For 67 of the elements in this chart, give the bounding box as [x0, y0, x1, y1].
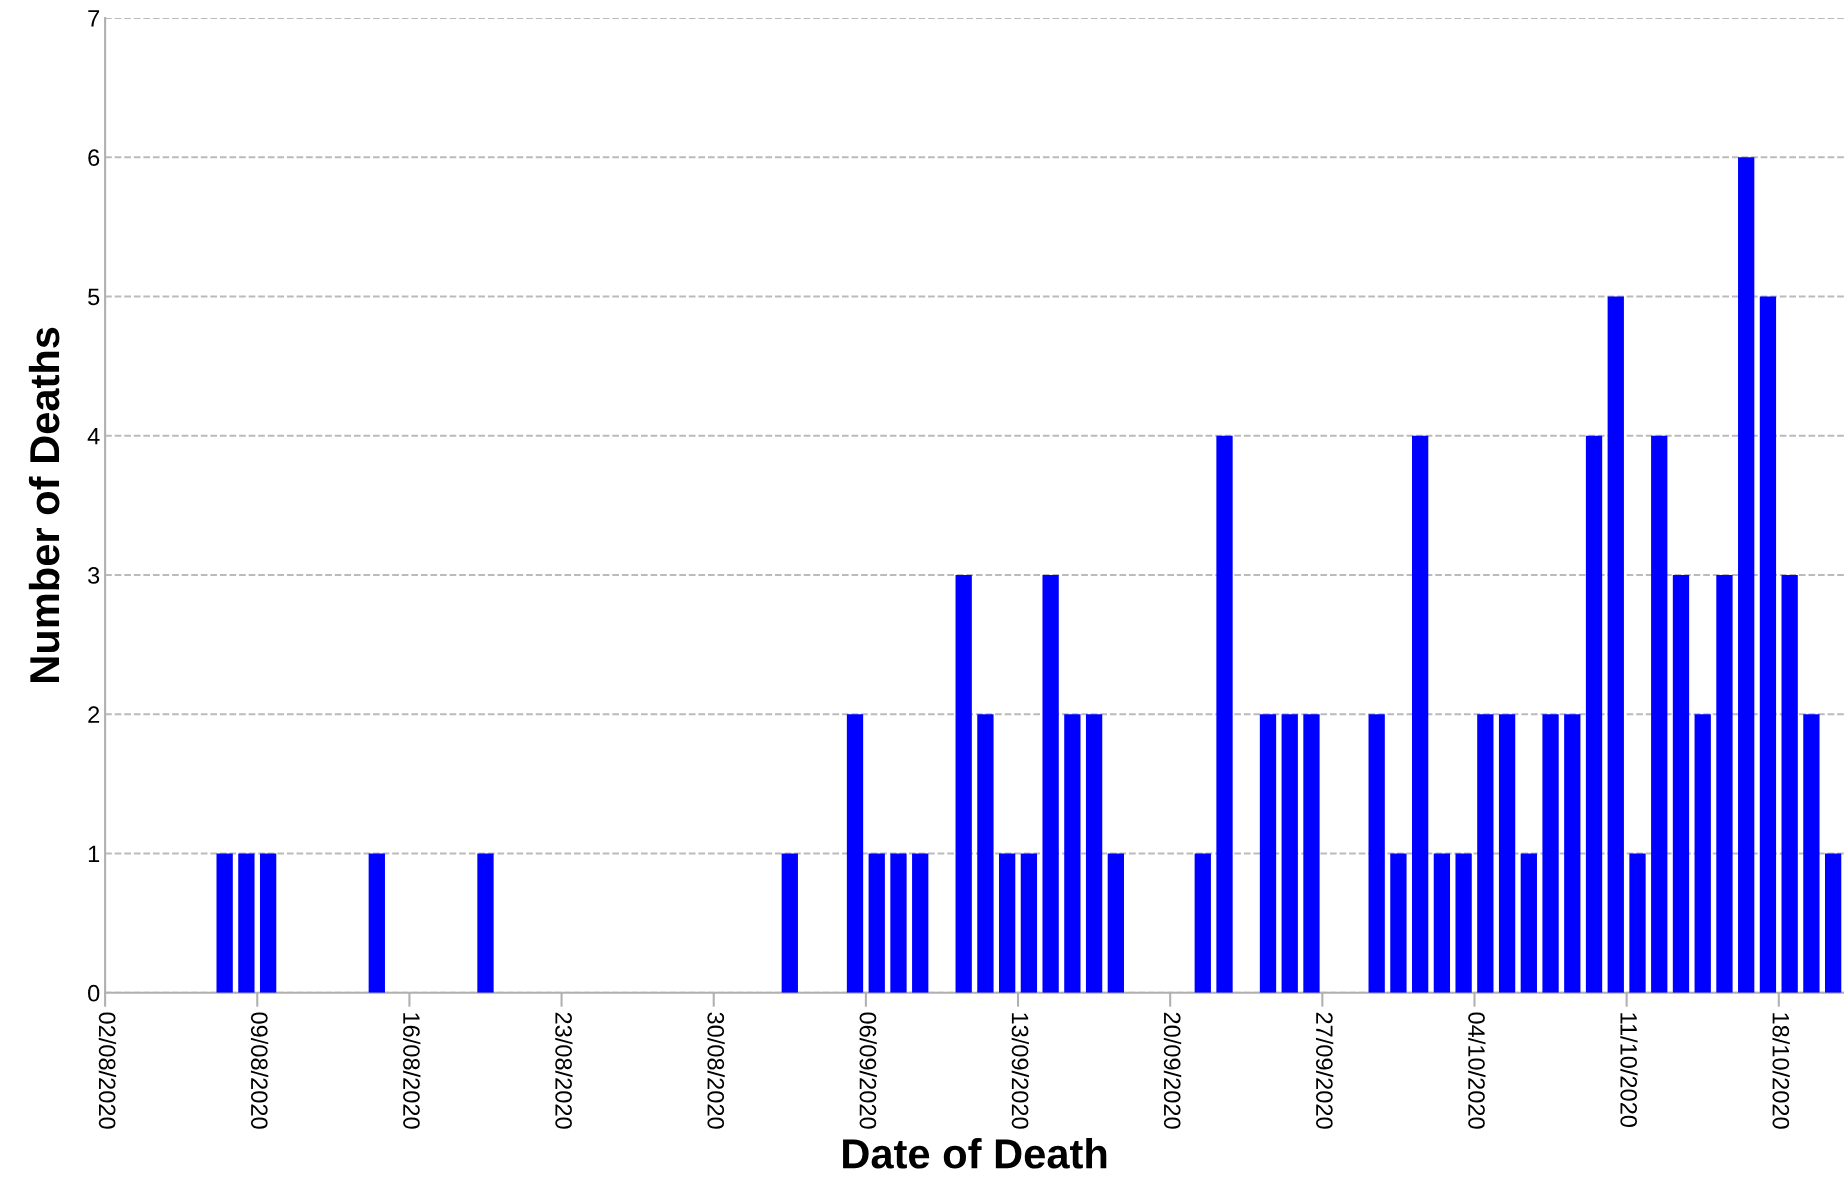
bar: [846, 714, 864, 993]
bar: [1411, 435, 1429, 993]
bar: [1477, 714, 1494, 993]
bar: [1194, 853, 1211, 993]
y-tick-label: 6: [88, 149, 100, 167]
x-axis-title: Date of Death: [843, 1138, 1107, 1169]
x-tick-label: 09/08/2020: [250, 1012, 269, 1129]
x-tick-label: 13/09/2020: [1011, 1013, 1030, 1129]
bar: [999, 853, 1016, 993]
x-tick-label: 06/09/2020: [859, 1012, 877, 1129]
bar: [1259, 714, 1277, 993]
bar: [1020, 853, 1038, 993]
y-axis-title: Number of Deaths: [28, 327, 60, 683]
bar: [1759, 296, 1777, 993]
y-tick-label: 4: [87, 428, 100, 445]
bar: [238, 853, 255, 993]
bar: [1694, 714, 1711, 993]
bar: [1042, 575, 1059, 993]
bar: [1716, 575, 1733, 993]
y-tick-label: 3: [88, 567, 100, 584]
bar: [216, 853, 233, 993]
bar: [1085, 714, 1103, 993]
bar: [1303, 714, 1320, 993]
bar: [955, 575, 972, 993]
y-tick-label: 0: [88, 984, 100, 1002]
bar: [1824, 853, 1842, 993]
bar: [1498, 714, 1516, 993]
x-tick-label: 16/08/2020: [403, 1013, 421, 1129]
bar: [1064, 714, 1081, 993]
bar: [477, 853, 494, 993]
bar: [1281, 714, 1298, 993]
bar: [259, 853, 277, 993]
bar: [890, 853, 907, 993]
bar: [1651, 435, 1668, 993]
x-tick-label: 18/10/2020: [1772, 1013, 1790, 1129]
bar: [1520, 853, 1537, 993]
x-tick-label: 30/08/2020: [707, 1012, 725, 1129]
bar: [1585, 435, 1603, 993]
y-tick-label: 5: [88, 288, 100, 306]
bar: [368, 853, 385, 993]
bar: [781, 853, 798, 993]
bar: [1629, 853, 1646, 993]
x-tick-label: 20/09/2020: [1163, 1012, 1182, 1129]
x-tick-label: 04/10/2020: [1468, 1012, 1486, 1129]
y-tick-label: 7: [88, 10, 100, 27]
bar: [1803, 714, 1820, 993]
bar: [1455, 853, 1472, 993]
bar: [1564, 714, 1581, 993]
bar: [1368, 714, 1385, 993]
bar: [1390, 853, 1407, 993]
x-tick-label: 11/10/2020: [1620, 1013, 1638, 1128]
bar: [1433, 853, 1451, 993]
bar: [1216, 435, 1233, 993]
bar: [1542, 714, 1559, 993]
bar: [1781, 575, 1798, 993]
bar: [868, 853, 885, 993]
bar: [1607, 296, 1624, 993]
x-tick-label: 02/08/2020: [98, 1012, 117, 1129]
x-tick-label: 27/09/2020: [1315, 1012, 1334, 1129]
y-tick-label: 1: [88, 845, 100, 863]
bar: [1672, 575, 1690, 993]
bar: [1107, 853, 1124, 993]
bar: [977, 714, 994, 993]
bar: [912, 853, 929, 993]
x-tick-label: 23/08/2020: [555, 1012, 573, 1129]
bar: [1738, 157, 1755, 993]
y-tick-label: 2: [88, 706, 100, 723]
